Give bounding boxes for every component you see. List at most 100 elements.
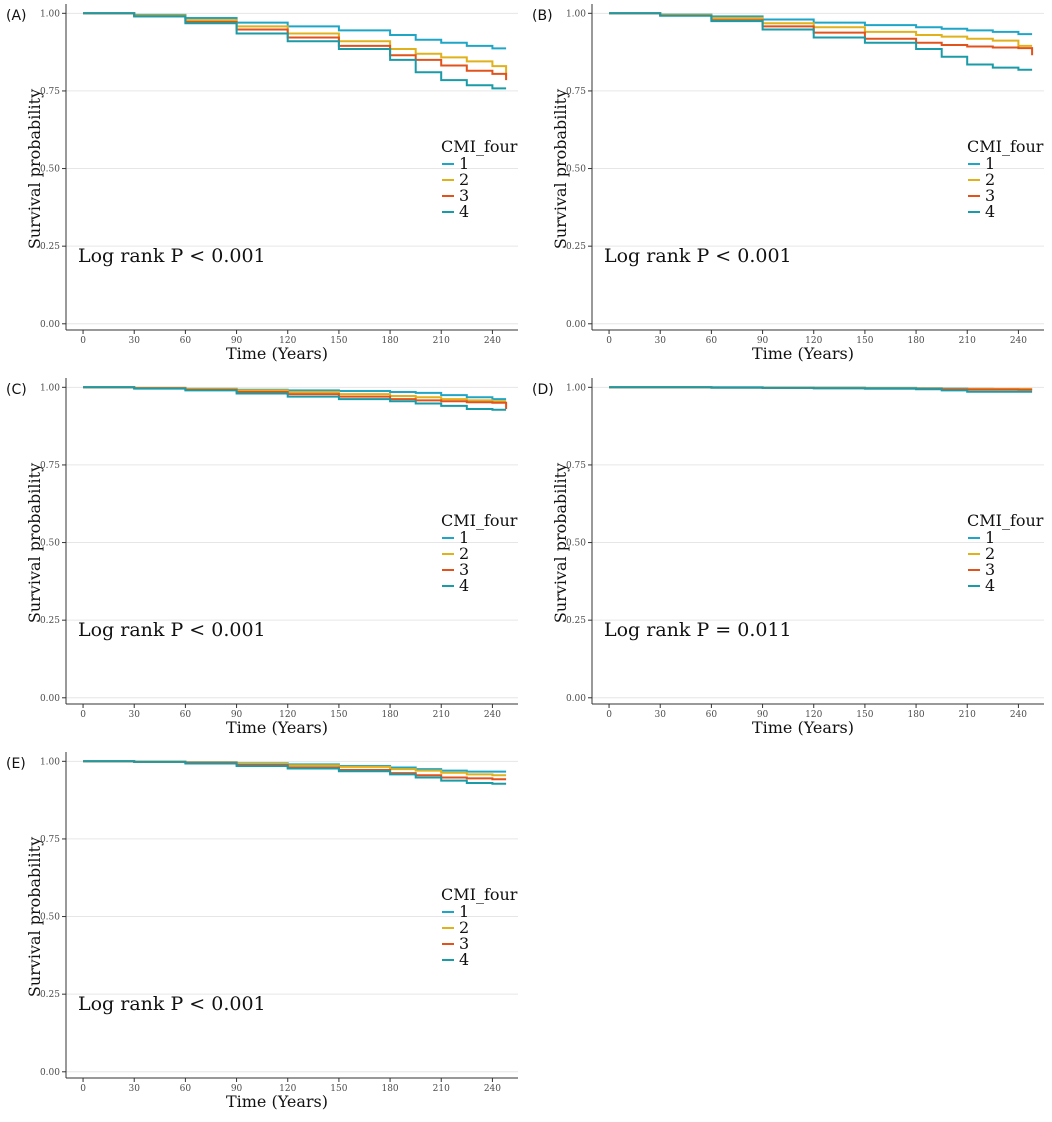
x-tick-label: 210 (959, 336, 976, 346)
y-tick-label: 1.00 (566, 9, 586, 19)
x-axis-title: Time (Years) (752, 718, 854, 737)
y-tick-label: 0.00 (40, 1068, 60, 1078)
x-tick-label: 60 (706, 710, 718, 720)
x-tick-label: 30 (128, 710, 140, 720)
y-tick-label: 0.25 (40, 242, 60, 252)
y-axis-title: Survival probability (25, 837, 44, 997)
x-tick-label: 240 (484, 336, 501, 346)
x-tick-label: 210 (433, 1084, 450, 1094)
x-tick-label: 210 (959, 710, 976, 720)
km-plot-e: 0.00 0.25 0.50 0.75 1.00 0 30 60 90 120 150 180 210 2… (25, 752, 518, 1111)
x-axis-title: Time (Years) (226, 1092, 328, 1111)
panel-label: (E) (6, 756, 26, 772)
legend-label: 2 (985, 544, 995, 563)
x-tick-label: 120 (279, 336, 296, 346)
x-tick-label: 120 (279, 710, 296, 720)
km-plot-a: 0.00 0.25 0.50 0.75 1.00 0 30 60 90 120 150 180 210 2… (25, 4, 518, 363)
y-tick-label: 1.00 (40, 383, 60, 393)
panel-b: 0.00 0.25 0.50 0.75 1.00 0 30 60 90 120 150 180 210 2… (526, 0, 1052, 374)
x-tick-label: 0 (606, 336, 612, 346)
x-tick-label: 90 (757, 336, 769, 346)
survival-curve-3 (609, 12, 1034, 56)
survival-curve-4 (83, 760, 507, 785)
legend-title: CMI_four (967, 511, 1044, 530)
y-tick-label: 0.00 (40, 320, 60, 330)
y-tick-label: 0.75 (566, 461, 586, 471)
y-tick-label: 0.25 (40, 990, 60, 1000)
x-tick-label: 150 (330, 710, 347, 720)
y-tick-label: 0.00 (566, 694, 586, 704)
survival-curve-4 (83, 12, 507, 90)
panel-label: (D) (532, 382, 554, 398)
km-plot-d: 0.00 0.25 0.50 0.75 1.00 0 30 60 90 120 150 180 210 2… (551, 378, 1044, 737)
x-tick-label: 180 (381, 336, 398, 346)
x-tick-label: 180 (907, 336, 924, 346)
legend-title: CMI_four (967, 137, 1044, 156)
panel-c: 0.00 0.25 0.50 0.75 1.00 0 30 60 90 120 150 180 210 2… (0, 374, 526, 748)
legend-title: CMI_four (441, 885, 518, 904)
x-tick-label: 120 (805, 336, 822, 346)
x-tick-label: 30 (654, 336, 666, 346)
legend-label: 3 (985, 186, 995, 205)
x-tick-label: 30 (128, 336, 140, 346)
legend-label: 4 (459, 950, 469, 969)
panel-d: 0.00 0.25 0.50 0.75 1.00 0 30 60 90 120 150 180 210 2… (526, 374, 1052, 748)
x-tick-label: 0 (606, 710, 612, 720)
x-tick-label: 90 (757, 710, 769, 720)
y-axis-title: Survival probability (25, 463, 44, 623)
x-tick-label: 240 (1010, 710, 1027, 720)
x-tick-label: 240 (484, 1084, 501, 1094)
km-plot-c: 0.00 0.25 0.50 0.75 1.00 0 30 60 90 120 150 180 210 2… (25, 378, 518, 737)
x-tick-label: 240 (1010, 336, 1027, 346)
legend-label: 4 (459, 576, 469, 595)
logrank-annotation: Log rank P < 0.001 (78, 993, 266, 1015)
x-tick-label: 60 (180, 336, 192, 346)
x-tick-label: 210 (433, 710, 450, 720)
x-tick-label: 0 (80, 710, 86, 720)
y-tick-label: 0.50 (40, 913, 60, 923)
x-tick-label: 30 (128, 1084, 140, 1094)
x-tick-label: 30 (654, 710, 666, 720)
survival-curve-4 (609, 386, 1033, 393)
x-tick-label: 150 (330, 336, 347, 346)
legend-label: 1 (985, 154, 995, 173)
legend-label: 1 (459, 528, 469, 547)
y-tick-label: 0.75 (40, 87, 60, 97)
x-tick-label: 240 (484, 710, 501, 720)
y-axis-title: Survival probability (25, 89, 44, 249)
survival-curve-1 (83, 12, 507, 50)
x-tick-label: 180 (381, 710, 398, 720)
x-tick-label: 60 (706, 336, 718, 346)
panel-label: (A) (6, 8, 27, 24)
y-tick-label: 0.50 (40, 539, 60, 549)
survival-curve-4 (609, 12, 1033, 71)
y-tick-label: 0.25 (40, 616, 60, 626)
y-tick-label: 0.25 (566, 242, 586, 252)
y-tick-label: 0.25 (566, 616, 586, 626)
x-tick-label: 210 (433, 336, 450, 346)
x-tick-label: 90 (231, 1084, 243, 1094)
legend-label: 2 (459, 170, 469, 189)
panel-label: (C) (6, 382, 27, 398)
legend-label: 2 (459, 544, 469, 563)
x-tick-label: 120 (279, 1084, 296, 1094)
x-tick-label: 0 (80, 1084, 86, 1094)
legend-label: 1 (985, 528, 995, 547)
survival-curve-4 (83, 386, 507, 411)
legend-label: 3 (459, 186, 469, 205)
legend-label: 1 (459, 902, 469, 921)
y-tick-label: 0.75 (40, 835, 60, 845)
panel-e: 0.00 0.25 0.50 0.75 1.00 0 30 60 90 120 150 180 210 2… (0, 748, 526, 1122)
x-tick-label: 150 (330, 1084, 347, 1094)
y-axis-title: Survival probability (551, 89, 570, 249)
x-axis-title: Time (Years) (226, 718, 328, 737)
x-tick-label: 150 (856, 710, 873, 720)
y-tick-label: 0.50 (566, 539, 586, 549)
logrank-annotation: Log rank P = 0.011 (604, 619, 792, 641)
legend-title: CMI_four (441, 511, 518, 530)
panel-a: 0.00 0.25 0.50 0.75 1.00 0 30 60 90 120 150 180 210 2… (0, 0, 526, 374)
x-axis-title: Time (Years) (226, 344, 328, 363)
x-axis-title: Time (Years) (752, 344, 854, 363)
legend-label: 2 (985, 170, 995, 189)
y-tick-label: 0.75 (566, 87, 586, 97)
